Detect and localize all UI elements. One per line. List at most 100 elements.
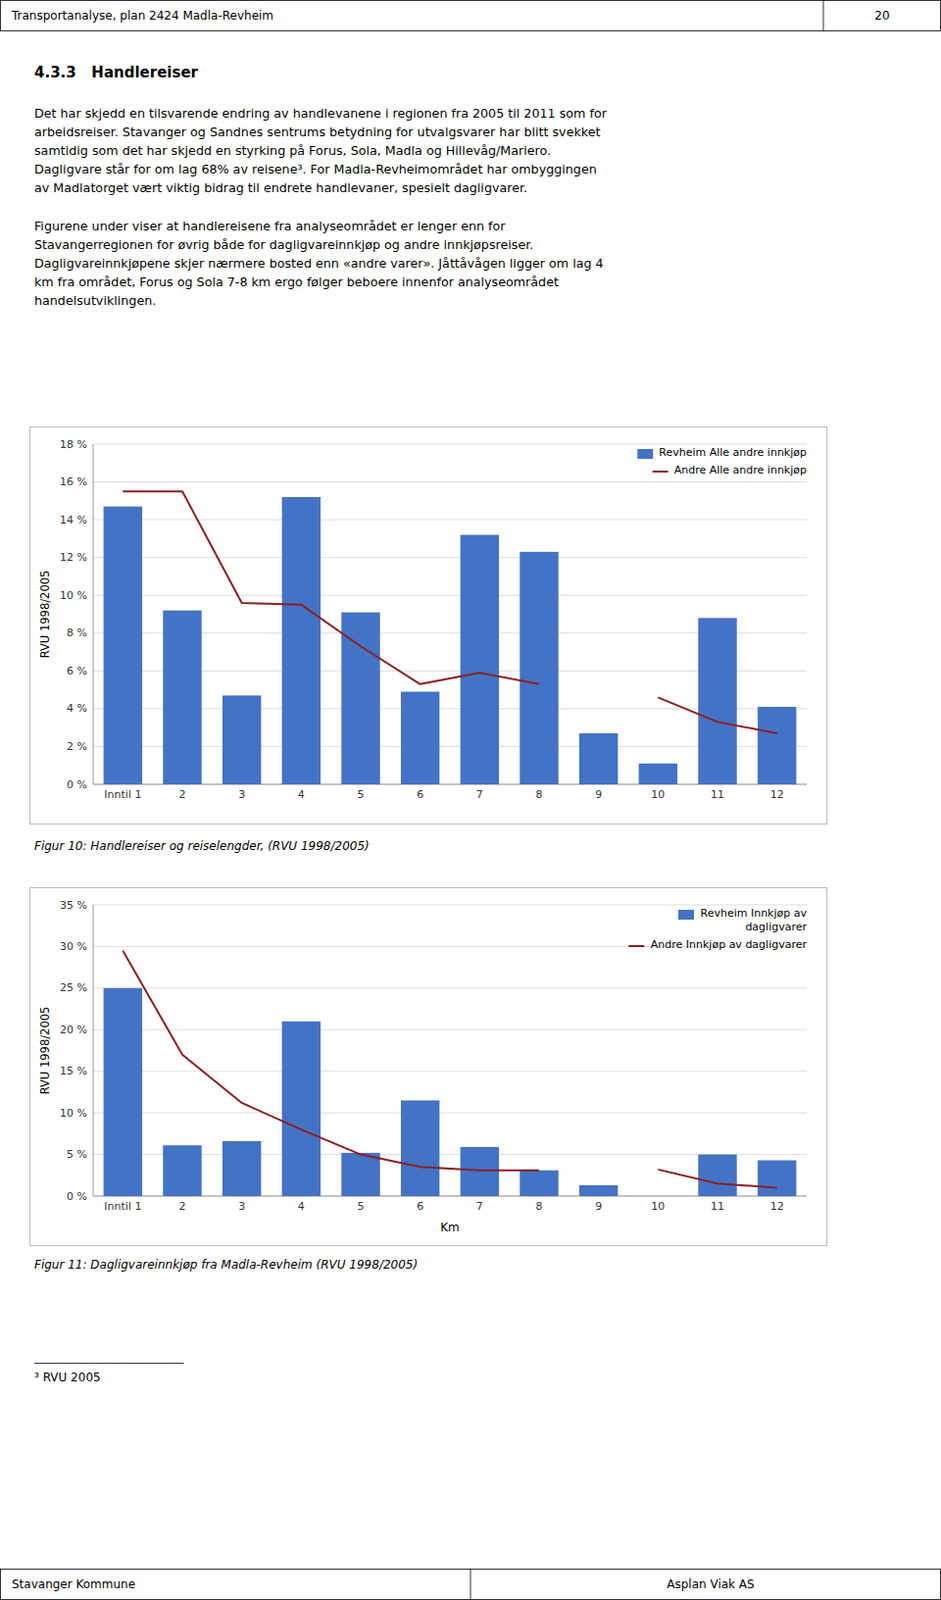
footnote-line: ___________________________ [33,1350,185,1364]
bar [341,612,380,785]
bar [162,610,201,785]
footnote: ³ RVU 2005 [34,1370,101,1385]
x-tick-label: 7 [476,788,484,801]
bar [639,763,678,785]
y-tick-label: 18 % [59,438,88,451]
legend-swatch [652,470,669,473]
grid-line [93,519,807,521]
page-number: 20 [874,8,890,23]
chart-frame [30,888,828,1246]
x-tick-label: 9 [594,1199,602,1213]
y-axis-line [93,444,95,785]
y-tick-label: 10 % [59,1106,88,1120]
header-divider [823,0,825,32]
x-tick-label: 11 [710,788,725,801]
chart-frame [30,427,828,825]
grid-line [93,987,807,989]
bar [460,535,499,785]
header-box [0,0,941,32]
x-tick-label: 2 [179,1199,187,1213]
y-tick-label: 30 % [59,940,88,953]
y-tick-label: 16 % [59,475,88,489]
x-tick-label: 8 [536,788,544,801]
bar [341,1152,380,1196]
x-axis-label: Km [440,1220,460,1235]
bar [579,733,618,785]
y-tick-label: 25 % [59,981,88,994]
y-tick-label: 12 % [59,550,88,564]
x-tick-label: 8 [536,1199,544,1213]
chart-caption: Figur 10: Handlereiser og reiselengder, … [34,839,370,853]
paragraph-line: arbeidsreiser. Stavanger og Sandnes sent… [34,124,600,140]
grid-line [93,1112,807,1114]
bar [400,692,440,785]
y-tick-label: 0 % [66,778,88,792]
y-axis-label: RVU 1998/2005 [38,570,52,659]
y-tick-label: 0 % [66,1189,88,1203]
bar [519,551,558,785]
footer-box [0,1569,941,1600]
x-tick-label: 3 [238,1199,246,1213]
bar [460,1146,499,1196]
plot-marks [103,950,797,1196]
x-tick-label: 4 [297,1199,305,1213]
bar [697,1154,737,1196]
legend-entry-line: Revheim Innkjøp av [699,906,807,920]
y-tick-label: 10 % [59,589,88,602]
bar [400,1099,440,1196]
x-tick-label: 12 [770,1199,785,1213]
y-axis-line [93,904,95,1196]
paragraph-line: samtidig som det har skjedd en styrking … [34,143,551,158]
paragraph-line: Stavangerregionen for øvrig både for dag… [34,237,534,252]
paragraph-line: handelsutviklingen. [34,293,156,308]
grid-line [93,556,807,558]
grid-line [93,444,807,446]
y-tick-label: 2 % [66,740,88,753]
legend-entry-line: Andre Innkjøp av dagligvarer [650,938,808,951]
y-tick-label: 35 % [59,898,88,912]
legend-swatch [678,909,694,920]
bar [103,506,143,785]
y-tick-label: 5 % [66,1147,88,1161]
bar [639,1195,678,1197]
y-tick-label: 15 % [59,1064,88,1078]
bar [519,1170,558,1196]
bar [579,1185,618,1196]
x-tick-label: 5 [357,1199,365,1213]
x-tick-label: 9 [594,788,602,801]
footer-divider [470,1568,472,1600]
y-axis-label: RVU 1998/2005 [38,1006,52,1095]
legend-swatch [628,944,644,947]
y-tick-label: 4 % [66,701,88,715]
x-tick-label: Inntil 1 [103,788,142,801]
legend-entry: Andre Innkjøp av dagligvarer [650,938,808,951]
y-tick-label: 6 % [66,664,88,678]
paragraph-line: km fra området, Forus og Sola 7-8 km erg… [34,274,559,290]
line [122,491,777,734]
footer-right: Asplan Viak AS [666,1577,754,1591]
footer-left: Stavanger Kommune [11,1577,136,1591]
legend-entry-line: dagligvarer [744,920,807,934]
x-tick-label: 2 [179,788,187,801]
legend-entry: Revheim Innkjøp avdagligvarer [699,906,807,934]
chart: 0 % 5 % 10 % 15 % 20 % 25 % 30 % 35 % Inntil 1 2 3… [30,888,828,1246]
bar [162,1144,201,1196]
x-tick-label: 12 [770,788,785,801]
bar [697,617,737,785]
section-title: 4.3.3 Handlereiser [34,63,199,82]
y-tick-label: 20 % [59,1023,88,1037]
bar [103,988,143,1196]
x-tick-label: 10 [650,1199,665,1213]
bar [757,706,796,785]
page-header: Transportanalyse, plan 2424 Madla-Revhei… [10,8,274,23]
bar [222,1140,261,1196]
x-tick-label: Inntil 1 [103,1199,142,1213]
x-tick-label: 6 [416,1199,424,1213]
x-tick-label: 3 [238,788,246,801]
paragraph-line: Figurene under viser at handlereisene fr… [34,218,506,234]
paragraph-line: Dagligvare står for om lag 68% av reisen… [34,161,597,177]
paragraph-line: av Madlatorget vært viktig bidrag til en… [34,180,528,196]
x-tick-label: 11 [710,1199,725,1213]
x-tick-label: 10 [650,788,665,801]
chart: 0 %2 %4 %6 %8 %10 %12 %14 %16 %18 %Innti… [30,427,828,825]
